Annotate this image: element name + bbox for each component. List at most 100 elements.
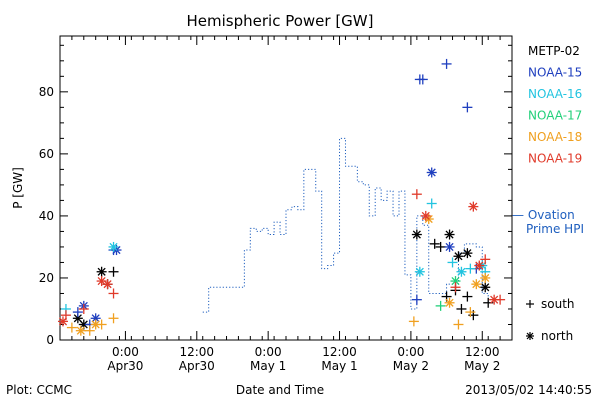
south-point-noaa-18 bbox=[408, 316, 419, 327]
legend-entry: NOAA-15 bbox=[528, 66, 582, 80]
north-point-metp-02 bbox=[462, 248, 473, 259]
marker-stroke-d2 bbox=[415, 267, 424, 276]
south-point-noaa-16 bbox=[426, 198, 437, 209]
ovation-line bbox=[202, 137, 501, 313]
marker-stroke-d2 bbox=[472, 280, 481, 289]
north-point-metp-02 bbox=[96, 266, 107, 277]
north-point-noaa-18 bbox=[90, 319, 101, 330]
x-tick-label-time: 12:00 bbox=[465, 345, 500, 359]
x-tick-label-date: Apr30 bbox=[107, 359, 143, 373]
timestamp: 2013/05/02 14:40:55 bbox=[465, 383, 592, 397]
legend-ovation-label: — Ovation bbox=[512, 208, 575, 222]
north-point-noaa-18 bbox=[444, 297, 455, 308]
south-point-metp-02 bbox=[456, 303, 467, 314]
marker-stroke-d2 bbox=[103, 280, 112, 289]
north-point-noaa-19 bbox=[57, 316, 68, 327]
key-stroke-d2 bbox=[526, 332, 534, 340]
north-point-metp-02 bbox=[453, 251, 464, 262]
y-tick-label: 0 bbox=[46, 333, 54, 347]
plot-credit: Plot: CCMC bbox=[6, 383, 72, 397]
marker-stroke-d2 bbox=[457, 267, 466, 276]
north-point-metp-02 bbox=[411, 229, 422, 240]
x-tick-label-time: 12:00 bbox=[179, 345, 214, 359]
south-point-metp-02 bbox=[435, 241, 446, 252]
x-tick-label-time: 0:00 bbox=[397, 345, 424, 359]
plot-frame bbox=[59, 35, 513, 341]
north-point-noaa-15 bbox=[426, 167, 437, 178]
legend: METP-02 NOAA-15 NOAA-16 NOAA-17 NOAA-18 NOAA-… bbox=[512, 44, 584, 343]
north-point-noaa-19 bbox=[102, 279, 113, 290]
south-point-noaa-19 bbox=[78, 303, 89, 314]
north-point-noaa-19 bbox=[420, 210, 431, 221]
key-label-south: south bbox=[541, 297, 575, 311]
marker-stroke-d2 bbox=[412, 230, 421, 239]
north-point-noaa-19 bbox=[474, 260, 485, 271]
south-point-noaa-15 bbox=[462, 102, 473, 113]
south-point-noaa-18 bbox=[84, 325, 95, 336]
marker-stroke-d2 bbox=[454, 252, 463, 261]
north-point-noaa-15 bbox=[444, 241, 455, 252]
x-tick-label-date: May 1 bbox=[250, 359, 286, 373]
north-point-noaa-16 bbox=[108, 241, 119, 252]
south-point-noaa-16 bbox=[465, 263, 476, 274]
marker-stroke-d2 bbox=[91, 320, 100, 329]
y-tick-label: 80 bbox=[39, 85, 54, 99]
north-point-noaa-18 bbox=[480, 272, 491, 283]
north-point-noaa-19 bbox=[489, 294, 500, 305]
legend-entry: NOAA-16 bbox=[528, 87, 582, 101]
y-tick-label: 20 bbox=[39, 271, 54, 285]
y-tick-label: 60 bbox=[39, 147, 54, 161]
legend-entry: NOAA-18 bbox=[528, 130, 582, 144]
marker-stroke-d2 bbox=[445, 230, 454, 239]
south-point-noaa-19 bbox=[450, 282, 461, 293]
south-point-noaa-18 bbox=[453, 319, 464, 330]
ovation-hpi-step-line bbox=[202, 137, 501, 313]
markers bbox=[57, 58, 506, 336]
x-tick-label-time: 0:00 bbox=[112, 345, 139, 359]
marker-stroke-d2 bbox=[109, 242, 118, 251]
key-plus-symbol bbox=[526, 300, 534, 308]
key-star-symbol bbox=[526, 332, 534, 340]
legend-entry: NOAA-19 bbox=[528, 152, 582, 166]
north-point-metp-02 bbox=[480, 282, 491, 293]
x-tick-label-time: 12:00 bbox=[322, 345, 357, 359]
north-point-noaa-18 bbox=[471, 279, 482, 290]
south-point-metp-02 bbox=[108, 266, 119, 277]
marker-stroke-d2 bbox=[97, 267, 106, 276]
legend-ovation-label-2: Prime HPI bbox=[526, 222, 584, 236]
x-axis-label: Date and Time bbox=[236, 383, 324, 397]
marker-stroke-d2 bbox=[421, 211, 430, 220]
y-axis-label: P [GW] bbox=[11, 167, 25, 209]
south-point-noaa-19 bbox=[480, 254, 491, 265]
marker-stroke-d2 bbox=[490, 295, 499, 304]
marker-stroke-d2 bbox=[58, 317, 68, 326]
marker-stroke-d2 bbox=[481, 283, 490, 292]
south-point-noaa-15 bbox=[441, 58, 452, 69]
x-tick-label-time: 0:00 bbox=[255, 345, 282, 359]
south-point-noaa-15 bbox=[72, 307, 83, 318]
south-point-noaa-18 bbox=[465, 307, 476, 318]
marker-stroke-d2 bbox=[445, 298, 454, 307]
legend-entry: METP-02 bbox=[528, 44, 580, 58]
legend-entry: NOAA-17 bbox=[528, 109, 582, 123]
marker-stroke-d2 bbox=[91, 314, 100, 323]
south-point-noaa-17 bbox=[435, 300, 446, 311]
marker-stroke-d2 bbox=[463, 249, 472, 258]
marker-stroke-d2 bbox=[76, 326, 85, 335]
north-point-noaa-16 bbox=[414, 266, 425, 277]
marker-stroke-d2 bbox=[469, 202, 478, 211]
south-point-noaa-15 bbox=[417, 74, 428, 85]
south-point-noaa-18 bbox=[108, 313, 119, 324]
south-point-noaa-19 bbox=[411, 189, 422, 200]
south-point-noaa-18 bbox=[66, 322, 77, 333]
marker-stroke-d2 bbox=[481, 273, 490, 283]
marker-stroke-d2 bbox=[451, 277, 460, 286]
north-point-noaa-18 bbox=[75, 325, 86, 336]
south-point-metp-02 bbox=[462, 291, 473, 302]
marker-stroke-d2 bbox=[475, 261, 484, 270]
x-tick-label-date: May 2 bbox=[393, 359, 429, 373]
marker-stroke-d2 bbox=[445, 242, 454, 251]
south-point-noaa-15 bbox=[411, 294, 422, 305]
